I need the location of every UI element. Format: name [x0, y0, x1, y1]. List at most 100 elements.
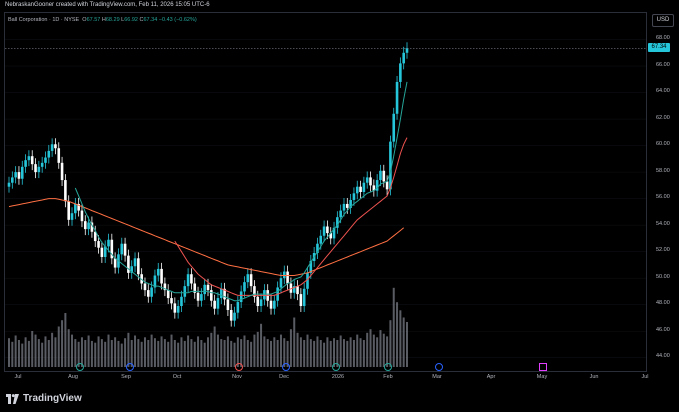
candle-body [326, 226, 329, 234]
candle-body [210, 290, 213, 301]
candle-body [100, 247, 104, 257]
volume-bar [293, 317, 296, 367]
ma-fast-line [74, 81, 408, 302]
candle-body [160, 268, 163, 284]
volume-bar [352, 340, 355, 367]
candle-body [236, 302, 240, 313]
volume-bar [130, 340, 133, 367]
legend-high: 68.29 [105, 17, 120, 23]
volume-bar [256, 331, 259, 367]
volume-bar [77, 341, 80, 367]
y-tick-label: 54.00 [656, 220, 670, 227]
volume-bar [27, 340, 30, 367]
y-tick-label: 58.00 [656, 167, 670, 174]
candle-body [292, 286, 296, 293]
volume-bar [207, 337, 209, 367]
candle-body [279, 278, 283, 288]
volume-bar [150, 334, 153, 367]
candle-body [110, 239, 114, 259]
volume-bar [406, 322, 408, 367]
volume-bar [240, 339, 243, 367]
chart-pane[interactable] [4, 12, 647, 372]
currency-button[interactable]: USD [652, 14, 674, 27]
volume-bar [8, 338, 10, 367]
candle-body [156, 268, 160, 276]
candle-body [30, 156, 34, 165]
candle-body [306, 272, 309, 289]
candle-body [50, 144, 54, 151]
x-tick-label: Aug [68, 374, 78, 380]
x-tick-label: Jun [589, 374, 599, 380]
footer: TradingView [0, 384, 679, 412]
y-tick-label: 68.00 [656, 35, 670, 42]
volume-bar [230, 340, 233, 367]
candle-body [349, 199, 352, 208]
candle-body [405, 48, 409, 53]
legend-symbol: Ball Corporation · 1D · NYSE [8, 17, 80, 23]
volume-bar [323, 342, 326, 367]
y-tick-label: 48.00 [656, 300, 670, 307]
volume-bar [246, 340, 249, 367]
candle-body [44, 157, 47, 163]
volume-bar [326, 337, 329, 367]
candle-body [282, 271, 286, 279]
volume-bar [379, 330, 382, 367]
candle-body [219, 288, 223, 299]
volume-bar [124, 338, 127, 367]
candle-body [379, 170, 382, 181]
ma-mid-line [174, 137, 408, 296]
candle-body [319, 235, 323, 244]
volume-bar [359, 338, 362, 367]
volume-bar [306, 334, 309, 367]
volume-bar [253, 334, 256, 367]
volume-bar [107, 334, 110, 367]
time-axis[interactable]: Jul Aug Sep Oct Nov Dec 2026 Feb Mar Apr May Jun Jul [4, 371, 648, 383]
volume-bar [67, 329, 70, 367]
legend-open-label: O [82, 17, 87, 23]
volume-bar [160, 336, 163, 367]
volume-bar [376, 337, 379, 367]
x-tick-label: 2026 [331, 374, 345, 380]
volume-bar [34, 334, 37, 367]
price-chart[interactable] [5, 13, 646, 371]
candle-body [339, 210, 342, 218]
volume-bar [319, 340, 322, 367]
candle-body [123, 243, 127, 256]
candle-body [372, 185, 376, 191]
candle-body [316, 243, 319, 253]
volume-bar [143, 337, 146, 367]
volume-bar [127, 332, 130, 367]
candle-body [77, 203, 80, 211]
price-axis[interactable]: 68.00 66.00 64.00 62.00 60.00 58.00 56.00 54.00… [646, 12, 679, 370]
volume-bar [260, 323, 263, 367]
candle-body [246, 274, 250, 283]
tradingview-logo[interactable]: TradingView [6, 393, 82, 404]
candle-body [355, 186, 359, 194]
y-tick-label: 60.00 [656, 141, 670, 148]
volume-bar [356, 334, 359, 367]
candle-body [166, 290, 170, 299]
candle-body [130, 266, 134, 273]
candle-body [216, 298, 220, 309]
volume-bar [346, 340, 349, 367]
volume-bar [223, 340, 226, 367]
candle-body [143, 283, 147, 291]
volume-bar [366, 332, 369, 367]
event-marker [282, 363, 290, 371]
volume-bar [220, 339, 223, 367]
x-tick-label: Apr [486, 374, 496, 380]
candle-body [60, 162, 64, 181]
volume-bar [329, 340, 332, 367]
volume-bar [309, 339, 312, 367]
volume-bar [84, 340, 87, 367]
volume-bar [386, 336, 389, 367]
volume-bar [44, 336, 47, 367]
candle-body [97, 241, 100, 248]
candle-body [113, 258, 117, 268]
volume-bar [286, 340, 289, 367]
candle-body [342, 203, 346, 211]
candle-body [57, 148, 61, 163]
candle-body [359, 186, 362, 192]
candle-body [389, 141, 392, 190]
attribution-bar: NebraskanGooner created with TradingView… [0, 0, 679, 12]
